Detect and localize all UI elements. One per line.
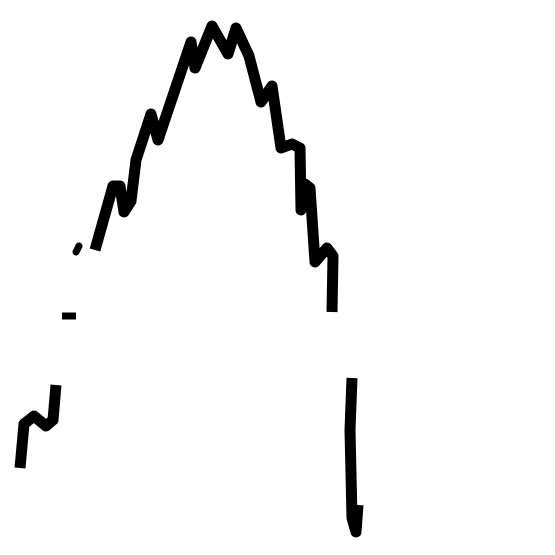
stroke-mountain-main bbox=[89, 20, 339, 313]
stroke-small-tick bbox=[72, 242, 83, 256]
stroke-right-lower bbox=[344, 377, 364, 538]
stroke-left-lower bbox=[14, 384, 62, 469]
